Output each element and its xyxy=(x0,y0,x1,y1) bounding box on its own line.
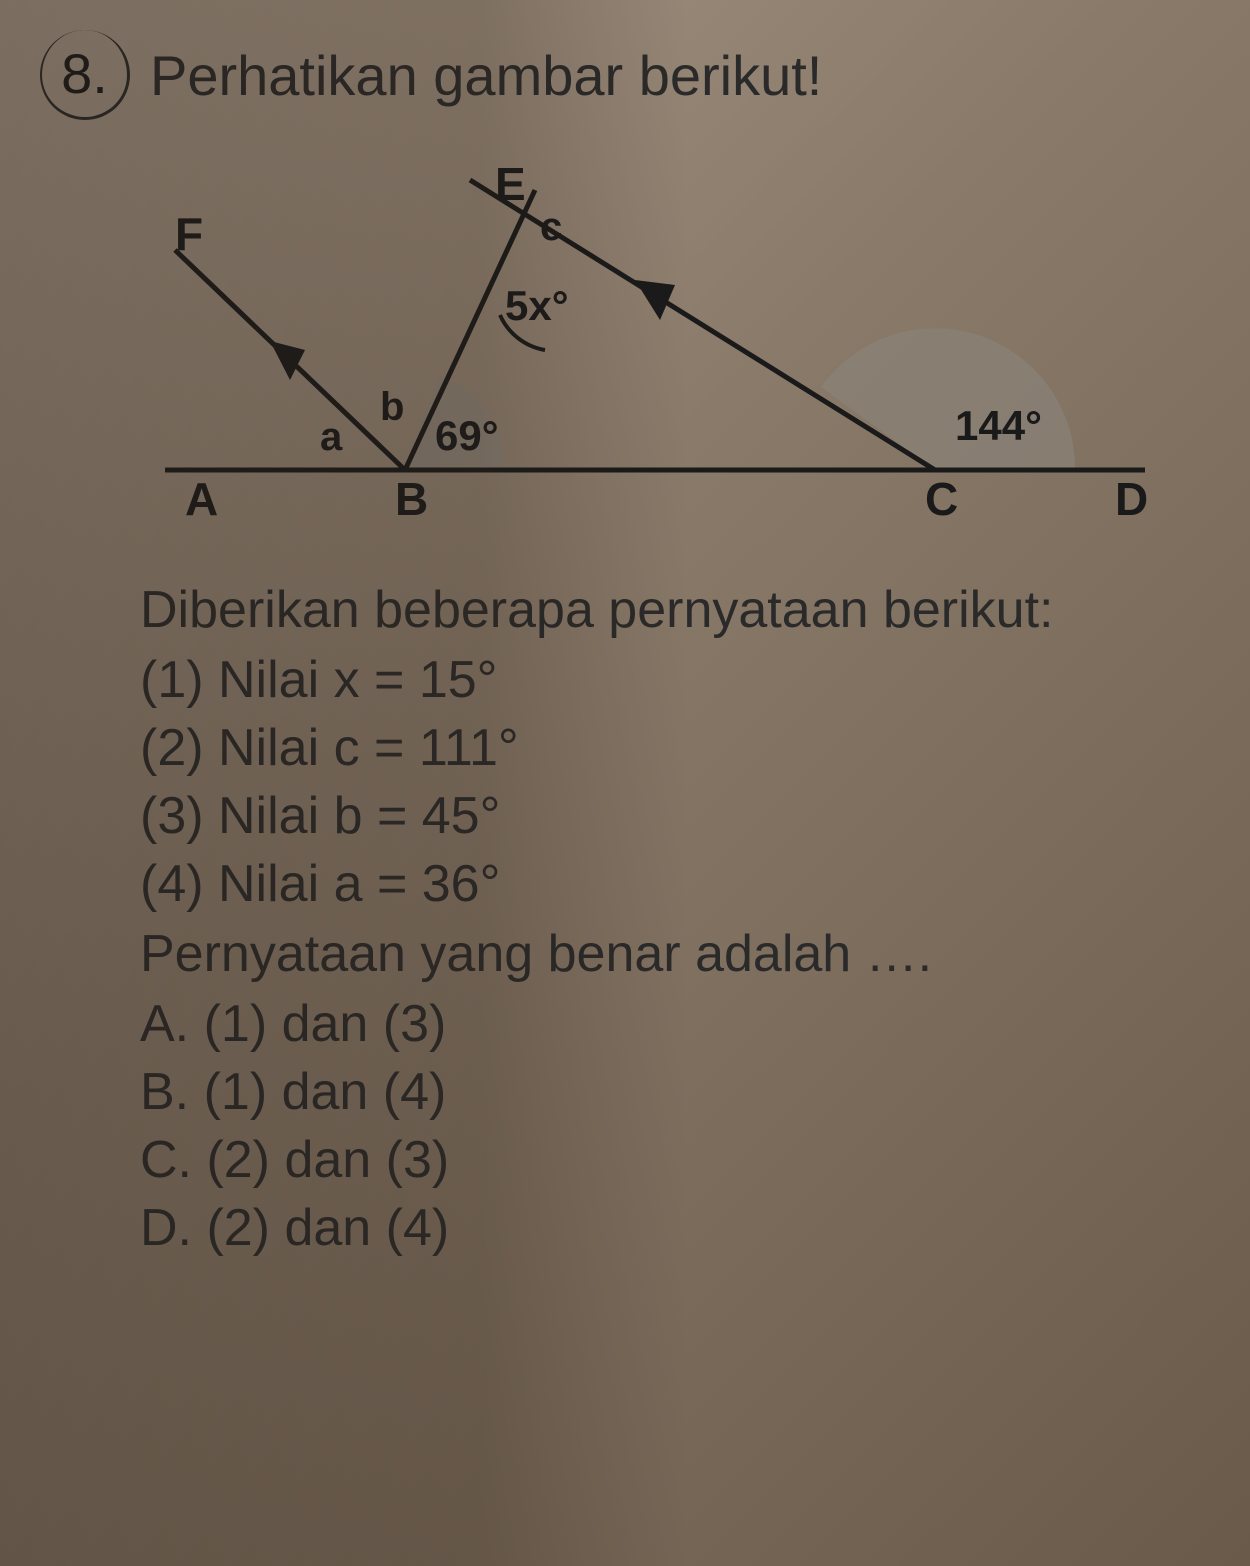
angle-69: 69° xyxy=(435,412,499,459)
angle-144: 144° xyxy=(955,402,1042,449)
angle-5x: 5x° xyxy=(505,282,569,329)
question-prompt: Perhatikan gambar berikut! xyxy=(150,43,822,108)
geometry-diagram: A B C D F E a b c 5x° 69° 144° xyxy=(75,150,1175,550)
label-B: B xyxy=(395,473,428,525)
statements-intro: Diberikan beberapa pernyataan berikut: xyxy=(40,580,1210,640)
label-A: A xyxy=(185,473,218,525)
page-content: 8. Perhatikan gambar berikut! xyxy=(0,0,1250,1566)
arrow-BF xyxy=(270,341,305,380)
label-c: c xyxy=(540,205,562,249)
label-C: C xyxy=(925,473,958,525)
statement-3: (3) Nilai b = 45° xyxy=(140,786,1210,846)
option-C: C. (2) dan (3) xyxy=(140,1130,1210,1190)
arrow-C xyxy=(635,280,675,320)
option-list: A. (1) dan (3) B. (1) dan (4) C. (2) dan… xyxy=(40,994,1210,1258)
question-number: 8. xyxy=(40,30,130,120)
statement-list: (1) Nilai x = 15° (2) Nilai c = 111° (3)… xyxy=(40,650,1210,914)
statement-1: (1) Nilai x = 15° xyxy=(140,650,1210,710)
label-E: E xyxy=(495,158,526,210)
option-B: B. (1) dan (4) xyxy=(140,1062,1210,1122)
question-header: 8. Perhatikan gambar berikut! xyxy=(40,30,1210,120)
label-D: D xyxy=(1115,473,1148,525)
option-D: D. (2) dan (4) xyxy=(140,1198,1210,1258)
label-a: a xyxy=(320,415,343,459)
diagram-svg: A B C D F E a b c 5x° 69° 144° xyxy=(75,150,1175,550)
correct-prompt: Pernyataan yang benar adalah …. xyxy=(40,924,1210,984)
option-A: A. (1) dan (3) xyxy=(140,994,1210,1054)
label-F: F xyxy=(175,208,203,260)
statement-4: (4) Nilai a = 36° xyxy=(140,854,1210,914)
statement-2: (2) Nilai c = 111° xyxy=(140,718,1210,778)
label-b: b xyxy=(380,385,404,429)
